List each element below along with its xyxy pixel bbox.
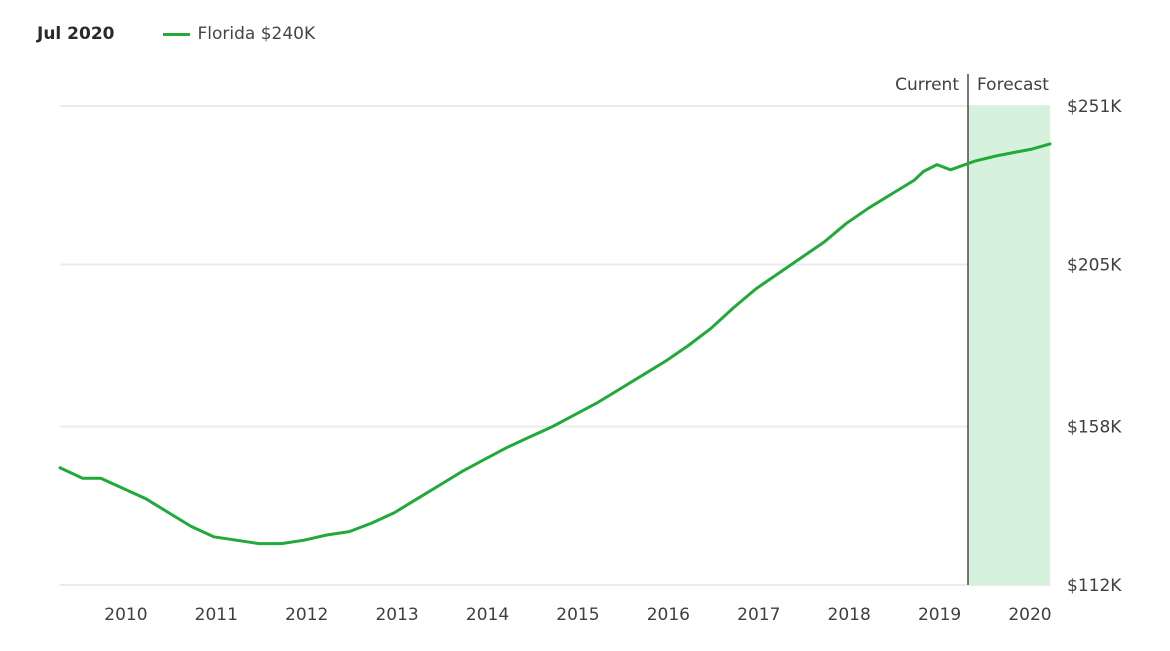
x-tick-label: 2018 — [828, 605, 871, 625]
forecast-region — [968, 106, 1050, 585]
date-label: Jul 2020 — [37, 24, 115, 44]
x-tick-label: 2015 — [556, 605, 599, 625]
chart-header: Jul 2020 Florida $240K — [37, 20, 315, 48]
x-tick-label: 2019 — [918, 605, 961, 625]
forecast-label: Forecast — [977, 75, 1049, 95]
y-tick-label: $158K — [1067, 417, 1122, 437]
x-tick-label: 2017 — [737, 605, 780, 625]
x-tick-label: 2012 — [285, 605, 328, 625]
y-axis: $112K $158K $205K $251K — [1067, 97, 1122, 596]
y-tick-label: $251K — [1067, 97, 1122, 117]
legend-item-florida[interactable]: Florida $240K — [162, 24, 316, 44]
x-tick-label: 2010 — [104, 605, 147, 625]
current-label: Current — [895, 75, 959, 95]
x-axis: 2010 2011 2012 2013 2014 2015 2016 2017 2018 2019… — [104, 605, 1051, 625]
florida-series-line[interactable] — [58, 142, 1052, 546]
y-tick-label: $112K — [1067, 576, 1122, 596]
gridlines — [60, 105, 1050, 586]
x-tick-label: 2020 — [1008, 605, 1051, 625]
legend-line-icon — [162, 32, 190, 36]
x-tick-label: 2014 — [466, 605, 509, 625]
legend-label: Florida $240K — [197, 24, 316, 44]
y-tick-label: $205K — [1067, 256, 1122, 276]
x-tick-label: 2016 — [647, 605, 690, 625]
x-tick-label: 2011 — [195, 605, 238, 625]
x-tick-label: 2013 — [375, 605, 418, 625]
